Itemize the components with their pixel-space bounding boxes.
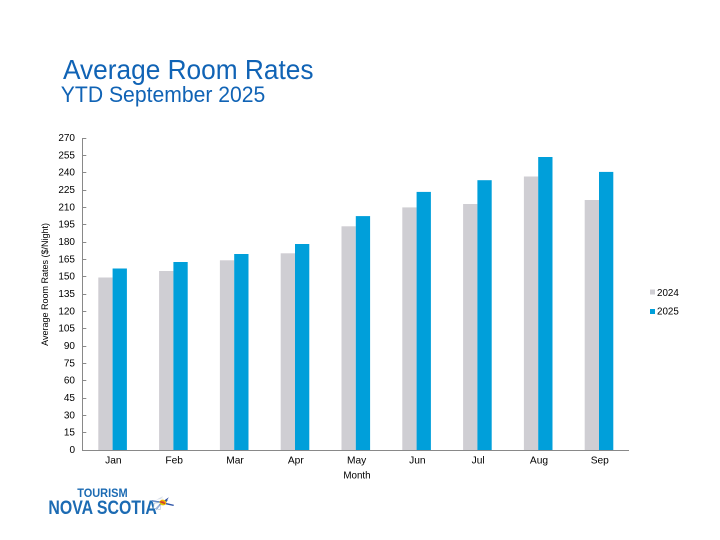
svg-text:Average Room Rates ($/Night): Average Room Rates ($/Night) [40, 223, 50, 346]
svg-text:210: 210 [58, 202, 75, 213]
svg-text:Apr: Apr [288, 456, 304, 467]
svg-text:Average Room Rates: Average Room Rates [63, 54, 314, 85]
svg-text:225: 225 [58, 185, 75, 196]
svg-text:Sep: Sep [591, 456, 609, 467]
svg-text:TOURISM: TOURISM [77, 487, 127, 500]
svg-text:120: 120 [58, 306, 75, 317]
svg-text:2024: 2024 [657, 288, 679, 299]
svg-text:195: 195 [58, 220, 75, 231]
svg-text:Aug: Aug [530, 456, 548, 467]
svg-text:NOVA SCOTIA: NOVA SCOTIA [48, 498, 157, 519]
svg-text:Mar: Mar [226, 456, 244, 467]
svg-text:240: 240 [58, 168, 75, 179]
svg-text:60: 60 [64, 376, 76, 387]
svg-text:Month: Month [343, 471, 370, 482]
svg-text:105: 105 [58, 324, 75, 335]
svg-text:May: May [347, 456, 367, 467]
svg-text:180: 180 [58, 237, 75, 248]
svg-text:Feb: Feb [165, 456, 183, 467]
svg-text:165: 165 [58, 254, 75, 265]
svg-text:135: 135 [58, 289, 75, 300]
svg-text:Jul: Jul [472, 456, 485, 467]
svg-text:270: 270 [58, 133, 75, 144]
svg-text:75: 75 [64, 358, 76, 369]
svg-text:Jan: Jan [105, 456, 121, 467]
svg-text:Jun: Jun [409, 456, 425, 467]
svg-text:2025: 2025 [657, 307, 679, 318]
svg-text:0: 0 [69, 445, 75, 456]
svg-text:30: 30 [64, 410, 76, 421]
svg-text:150: 150 [58, 272, 75, 283]
svg-text:YTD September 2025: YTD September 2025 [61, 82, 265, 107]
svg-text:45: 45 [64, 393, 76, 404]
svg-text:15: 15 [64, 428, 76, 439]
svg-text:90: 90 [64, 341, 76, 352]
svg-text:255: 255 [58, 150, 75, 161]
